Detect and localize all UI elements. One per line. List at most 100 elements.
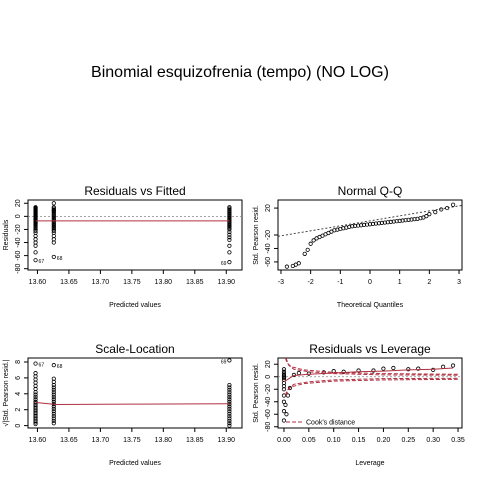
- data-point: [281, 375, 287, 381]
- data-point: [427, 212, 432, 217]
- cooks-distance-line: [285, 378, 459, 396]
- data-point: [227, 218, 232, 223]
- data-point: [51, 214, 56, 219]
- data-point: [385, 220, 390, 225]
- data-point: [227, 235, 232, 240]
- data-point: [33, 361, 38, 366]
- x-tick-label: 0.15: [352, 437, 366, 444]
- data-point: [296, 370, 301, 376]
- cooks-distance-line: [285, 377, 459, 396]
- data-point: [51, 406, 56, 412]
- data-point: [33, 226, 38, 231]
- smooth-fit-line: [35, 402, 230, 406]
- data-point: [441, 364, 446, 369]
- x-axis-label: Leverage: [355, 460, 384, 467]
- y-tick-label: -60: [265, 409, 272, 419]
- data-point: [281, 387, 287, 392]
- data-point: [33, 222, 38, 227]
- x-tick-label: 13.60: [29, 279, 47, 286]
- x-axis-label: Predicted values: [109, 302, 161, 309]
- data-point: [51, 222, 56, 227]
- data-point: [227, 409, 232, 414]
- smooth-fit-line: [283, 367, 454, 383]
- data-point: [51, 404, 56, 409]
- y-tick-label: 0: [15, 214, 22, 218]
- y-tick-label: -20: [265, 230, 272, 240]
- data-point: [227, 222, 232, 227]
- y-tick-label: -60: [265, 257, 272, 267]
- data-point: [296, 261, 301, 266]
- data-point: [227, 404, 232, 409]
- data-point: [51, 212, 56, 218]
- x-tick-label: 3: [457, 279, 461, 286]
- data-point: [227, 260, 232, 265]
- data-point: [227, 219, 232, 224]
- y-tick-label: 0: [265, 375, 272, 379]
- data-point: [373, 221, 379, 226]
- point-label: 69: [221, 359, 227, 365]
- data-point: [283, 402, 288, 407]
- data-point: [353, 223, 358, 229]
- data-point: [227, 214, 232, 219]
- data-point: [33, 224, 38, 229]
- legend-label: Cook's distance: [306, 420, 355, 427]
- data-point: [51, 421, 56, 426]
- data-point: [227, 358, 232, 363]
- data-point: [445, 205, 450, 211]
- x-tick-label: 13.65: [60, 279, 78, 286]
- data-point: [227, 205, 232, 210]
- data-point: [33, 421, 38, 427]
- data-point: [33, 394, 38, 400]
- data-point: [450, 202, 456, 207]
- data-point: [51, 418, 56, 423]
- data-point: [431, 367, 436, 372]
- x-axis-label: Predicted values: [109, 460, 161, 467]
- x-tick-label: 13.70: [92, 437, 110, 444]
- y-tick-label: 20: [265, 204, 272, 212]
- y-tick-label: 2: [15, 408, 22, 412]
- y-tick-label: -40: [265, 243, 272, 253]
- data-point: [391, 219, 396, 224]
- data-point: [51, 397, 56, 402]
- data-point: [51, 387, 56, 392]
- plot-title: Normal Q-Q: [338, 184, 403, 198]
- x-tick-label: 0.10: [327, 437, 341, 444]
- x-tick-label: 1: [398, 279, 402, 286]
- data-point: [287, 385, 293, 391]
- plot-frame: [27, 357, 243, 429]
- data-point: [33, 390, 38, 395]
- data-point: [227, 209, 232, 214]
- x-axis-label: Theoretical Quantiles: [337, 302, 404, 309]
- y-axis-label: Residuals: [3, 219, 10, 250]
- x-tick-label: 13.90: [217, 279, 235, 286]
- y-tick-label: -40: [265, 397, 272, 407]
- data-point: [284, 412, 289, 417]
- data-point: [379, 220, 384, 225]
- cooks-distance-line: [285, 358, 459, 375]
- y-tick-label: 0: [15, 424, 22, 428]
- data-point: [51, 218, 56, 223]
- data-point: [51, 228, 56, 233]
- cooks-distance-line: [285, 358, 459, 376]
- data-point: [51, 411, 56, 416]
- point-label: 68: [57, 256, 63, 262]
- x-tick-label: 0.00: [277, 437, 291, 444]
- data-point: [33, 223, 38, 228]
- data-point: [51, 399, 56, 404]
- data-point: [281, 409, 287, 414]
- data-point: [227, 223, 232, 228]
- data-point: [51, 223, 56, 228]
- data-point: [33, 258, 38, 263]
- data-point: [227, 207, 232, 212]
- data-point: [302, 251, 307, 256]
- data-point: [227, 250, 232, 255]
- data-point: [227, 226, 232, 231]
- data-point: [51, 219, 56, 224]
- plot-area: [28, 201, 242, 265]
- y-tick-label: 4: [15, 392, 22, 396]
- data-point: [281, 373, 287, 378]
- data-point: [51, 206, 56, 211]
- data-point: [403, 218, 408, 223]
- data-point: [227, 243, 232, 248]
